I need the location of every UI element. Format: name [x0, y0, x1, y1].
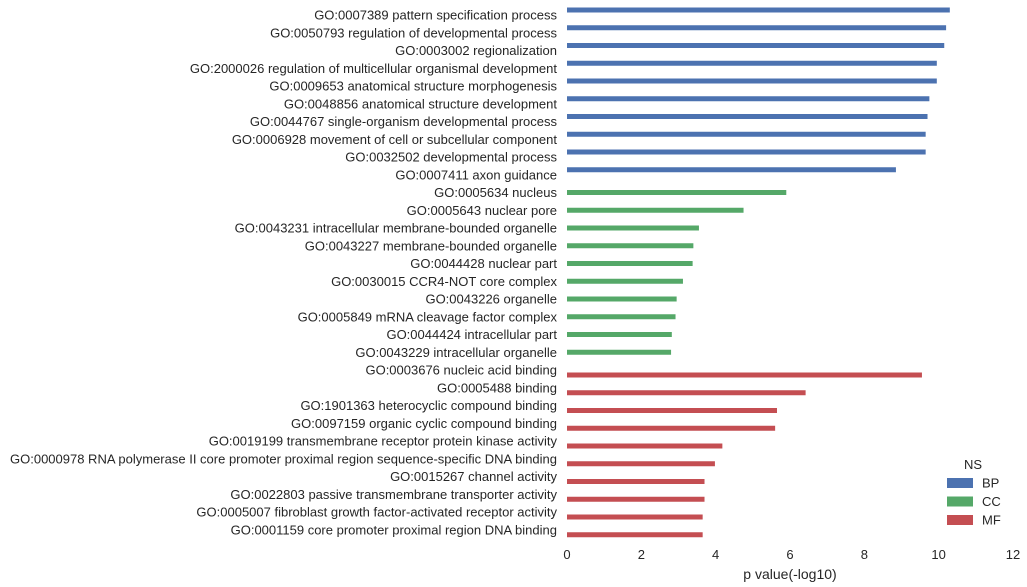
category-label: GO:0097159 organic cyclic compound bindi…: [291, 416, 557, 431]
category-label: GO:0044424 intracellular part: [386, 327, 557, 342]
category-label: GO:0032502 developmental process: [345, 150, 557, 165]
bar-cc: [567, 190, 787, 195]
bar-bp: [567, 43, 945, 48]
x-axis-title: p value(-log10): [743, 566, 836, 582]
category-label: GO:0044767 single-organism developmental…: [250, 114, 558, 129]
legend-swatch-mf: [947, 515, 973, 525]
x-tick-label: 2: [638, 547, 645, 562]
bar-bp: [567, 60, 937, 66]
bar-bp: [567, 167, 896, 173]
category-label: GO:0015267 channel activity: [390, 469, 557, 484]
legend-label-mf: MF: [982, 513, 1001, 528]
category-label: GO:0043229 intracellular organelle: [355, 345, 557, 360]
bar-cc: [567, 207, 744, 213]
category-label: GO:0030015 CCR4-NOT core complex: [331, 274, 557, 289]
bar-cc: [567, 243, 694, 249]
bars: [567, 7, 950, 538]
bar-mf: [567, 390, 806, 396]
bar-cc: [567, 261, 693, 266]
x-tick-label: 4: [712, 547, 719, 562]
legend: NS BP CC MF: [947, 457, 1001, 528]
category-label: GO:0007411 axon guidance: [395, 167, 557, 182]
category-label: GO:0044428 nuclear part: [410, 256, 557, 271]
bar-cc: [567, 225, 699, 231]
bar-cc: [567, 296, 677, 302]
bar-cc: [567, 349, 672, 355]
bar-mf: [567, 372, 922, 378]
category-label: GO:0005007 fibroblast growth factor-acti…: [196, 505, 557, 520]
legend-label-cc: CC: [982, 494, 1001, 509]
category-label: GO:0003676 nucleic acid binding: [365, 363, 557, 378]
category-label: GO:0048856 anatomical structure developm…: [284, 96, 558, 111]
x-tick-label: 0: [563, 547, 570, 562]
category-labels: GO:0007389 pattern specification process…: [10, 8, 557, 538]
bar-cc: [567, 314, 676, 320]
bar-mf: [567, 461, 715, 467]
category-label: GO:0009653 anatomical structure morphoge…: [269, 79, 557, 94]
category-label: GO:1901363 heterocyclic compound binding: [300, 398, 557, 413]
x-tick-label: 10: [931, 547, 945, 562]
bar-bp: [567, 149, 926, 155]
category-label: GO:0019199 transmembrane receptor protei…: [209, 434, 558, 449]
category-label: GO:0000978 RNA polymerase II core promot…: [10, 451, 557, 466]
category-label: GO:0050793 regulation of developmental p…: [270, 25, 557, 40]
category-label: GO:2000026 regulation of multicellular o…: [190, 61, 557, 76]
category-label: GO:0043231 intracellular membrane-bounde…: [235, 221, 557, 236]
bar-bp: [567, 96, 930, 102]
bar-mf: [567, 408, 777, 413]
legend-swatch-bp: [947, 478, 973, 488]
legend-title: NS: [964, 457, 982, 472]
bar-mf: [567, 514, 703, 520]
category-label: GO:0022803 passive transmembrane transpo…: [230, 487, 557, 502]
bar-mf: [567, 479, 705, 484]
category-label: GO:0005488 binding: [437, 380, 557, 395]
category-label: GO:0043227 membrane-bounded organelle: [305, 238, 557, 253]
x-tick-label: 6: [786, 547, 793, 562]
bar-bp: [567, 78, 937, 84]
category-label: GO:0043226 organelle: [425, 292, 557, 307]
bar-mf: [567, 443, 723, 449]
bar-bp: [567, 7, 950, 13]
bar-cc: [567, 332, 672, 337]
category-label: GO:0001159 core promoter proximal region…: [231, 522, 557, 537]
legend-label-bp: BP: [982, 476, 999, 491]
bar-bp: [567, 25, 947, 31]
category-label: GO:0005849 mRNA cleavage factor complex: [298, 309, 558, 324]
bar-bp: [567, 114, 928, 119]
x-tick-label: 8: [861, 547, 868, 562]
legend-swatch-cc: [947, 496, 973, 507]
category-label: GO:0006928 movement of cell or subcellul…: [232, 132, 558, 147]
x-tick-label: 12: [1006, 547, 1020, 562]
bar-mf: [567, 425, 776, 431]
category-label: GO:0003002 regionalization: [395, 43, 557, 58]
category-label: GO:0007389 pattern specification process: [314, 8, 557, 23]
category-label: GO:0005643 nuclear pore: [407, 203, 557, 218]
category-label: GO:0005634 nucleus: [434, 185, 557, 200]
bar-bp: [567, 131, 926, 137]
x-axis-ticks: 0 2 4 6 8 10 12: [563, 547, 1020, 562]
bar-cc: [567, 278, 683, 284]
bar-mf: [567, 532, 703, 538]
bar-mf: [567, 496, 705, 502]
